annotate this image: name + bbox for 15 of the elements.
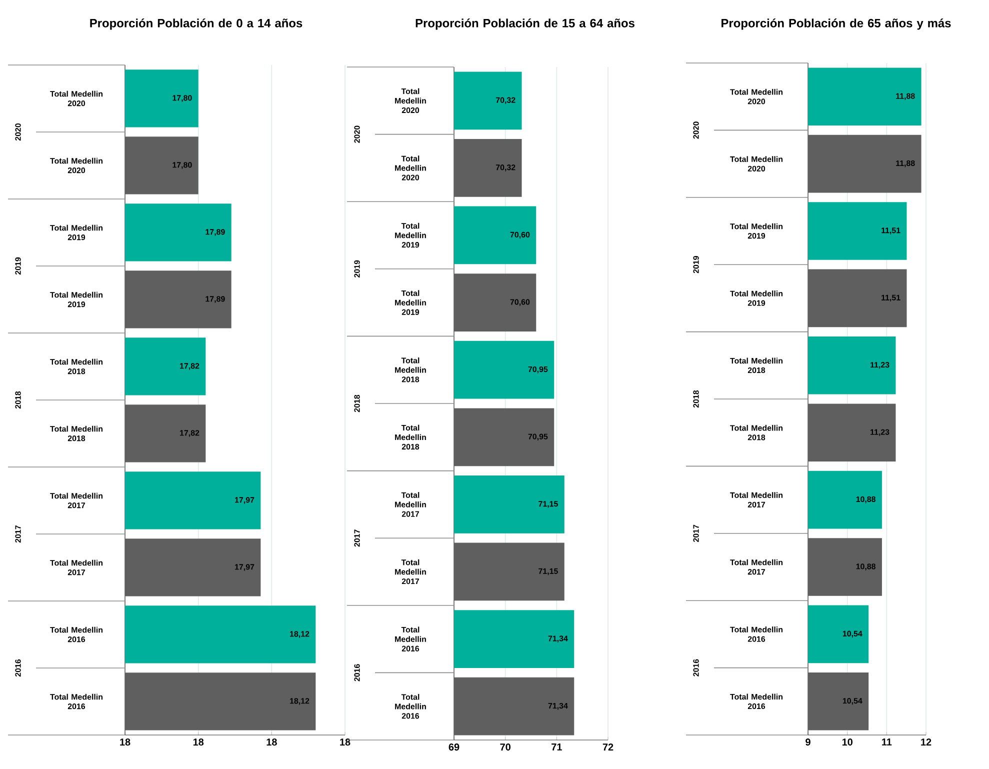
x-tick-label: 71 xyxy=(552,744,562,750)
x-tick-label: 18 xyxy=(120,738,130,746)
x-tick-label: 11 xyxy=(882,738,892,746)
x-tick-label: 70 xyxy=(500,744,510,751)
x-tick-label: 18 xyxy=(266,738,277,746)
x-tick-label: 69 xyxy=(448,744,460,751)
x-tick-label: 9 xyxy=(806,738,810,746)
x-tick-label: 72 xyxy=(602,744,614,750)
chart-title: Proporción Población de 15 a 64 años xyxy=(416,18,634,30)
x-tick-label: 18 xyxy=(340,738,350,746)
x-tick-label: 10 xyxy=(842,738,852,746)
chart-title: Proporción Población de 0 a 14 años xyxy=(90,18,302,30)
chart-title: Proporción Población de 65 años y más xyxy=(722,18,951,30)
x-tick-label: 12 xyxy=(921,738,932,746)
x-tick-label: 18 xyxy=(193,738,204,746)
